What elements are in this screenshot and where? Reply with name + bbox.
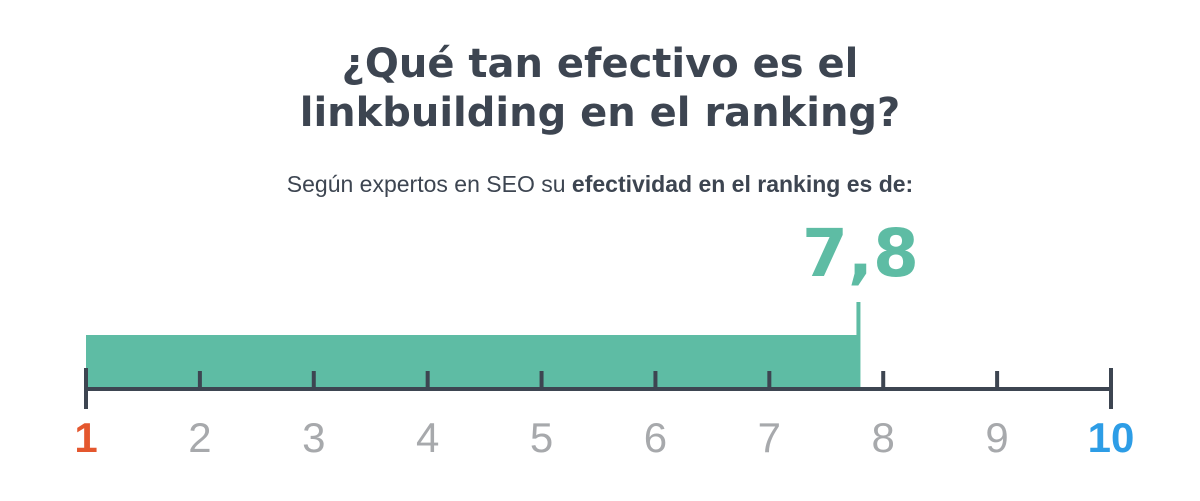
x-axis-ticks: [84, 368, 1113, 409]
chart-title-line-2: linkbuilding en el ranking?: [299, 90, 901, 136]
chart-subtitle-bold: efectividad en el ranking es de:: [571, 171, 914, 197]
x-axis-tick-label: 3: [302, 414, 325, 461]
chart-subtitle-normal: Según expertos en SEO su: [286, 171, 572, 197]
x-axis-tick-label: 6: [644, 414, 667, 461]
x-axis-tick-label: 7: [758, 414, 781, 461]
chart-subtitle: Según expertos en SEO su efectividad en …: [0, 170, 1200, 198]
x-axis-tick-label: 1: [74, 414, 97, 461]
x-axis-tick-label: 9: [985, 414, 1008, 461]
chart-title-line-1: ¿Qué tan efectivo es el: [341, 41, 859, 87]
x-axis-tick-label: 10: [1088, 414, 1135, 461]
x-axis-tick-labels: 1 2 3 4 5 6 7 8 9 10: [74, 414, 1134, 461]
x-axis-tick-label: 5: [530, 414, 553, 461]
x-axis-tick-label: 8: [872, 414, 895, 461]
x-axis-tick-label: 2: [188, 414, 211, 461]
value-label: 7,8: [802, 215, 919, 292]
value-bar: [86, 335, 861, 389]
chart-title: ¿Qué tan efectivo es el linkbuilding en …: [0, 40, 1200, 138]
x-axis-tick-label: 4: [416, 414, 439, 461]
